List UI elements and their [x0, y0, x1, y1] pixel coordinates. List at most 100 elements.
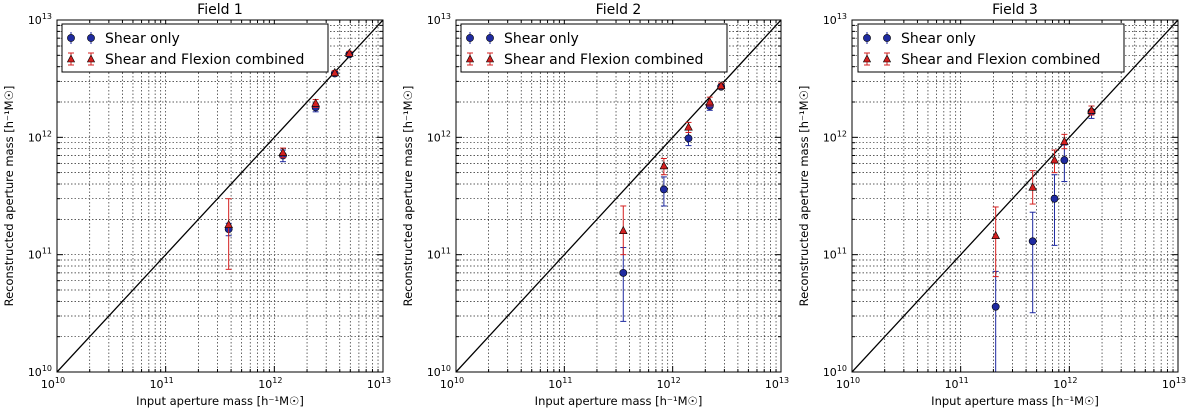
ticks: [851, 19, 1179, 373]
tick-base: 10: [823, 366, 837, 379]
tick-base: 10: [823, 14, 837, 27]
tick-exponent: 13: [1176, 376, 1186, 385]
tick-base: 10: [427, 366, 441, 379]
legend-marker-triangle: [66, 54, 76, 63]
x-tick-label: 1012: [1053, 376, 1077, 391]
legend-marker-triangle: [86, 54, 96, 63]
legend: Shear only Shear and Flexion combined: [61, 23, 329, 73]
chart-title: Field 3: [992, 2, 1038, 18]
y-tick-label: 1011: [427, 247, 451, 262]
tick-exponent: 13: [779, 376, 789, 385]
y-axis-label: Reconstructed aperture mass [h⁻¹M☉]: [797, 86, 811, 307]
tick-exponent: 10: [42, 364, 52, 373]
tick-exponent: 13: [441, 12, 451, 21]
identity-line: [852, 20, 1178, 372]
tick-exponent: 12: [837, 129, 847, 138]
data-point-circle: [660, 185, 668, 194]
data-point-triangle: [991, 230, 1000, 240]
tick-exponent: 12: [42, 129, 52, 138]
tick-base: 10: [945, 378, 959, 391]
tick-base: 10: [657, 378, 671, 391]
legend-marker-circle: [87, 34, 95, 42]
legend-marker-triangle: [465, 54, 475, 63]
tick-base: 10: [367, 378, 381, 391]
y-tick-label: 1013: [823, 12, 847, 27]
data-point-triangle: [1050, 155, 1059, 164]
tick-base: 10: [150, 378, 164, 391]
x-axis-label: Input aperture mass [h⁻¹M☉]: [535, 394, 703, 408]
y-axis-label: Reconstructed aperture mass [h⁻¹M☉]: [2, 86, 16, 307]
tick-base: 10: [28, 249, 42, 262]
legend-box: [61, 23, 329, 73]
tick-exponent: 11: [42, 247, 52, 256]
legend-box: [460, 23, 728, 73]
tick-base: 10: [823, 131, 837, 144]
ticks: [56, 19, 384, 373]
x-tick-label: 1013: [367, 376, 391, 391]
axes-frame: [851, 19, 1179, 373]
legend-label-shear: Shear only: [504, 31, 579, 47]
x-tick-label: 1012: [657, 376, 681, 391]
reference-line-group: [57, 20, 383, 372]
series-shear-flexion: [618, 80, 726, 256]
legend-marker-circle: [883, 34, 891, 42]
series-shear-flexion: [224, 48, 354, 270]
tick-base: 10: [836, 378, 850, 391]
legend-marker-triangle: [862, 54, 872, 63]
reference-line-group: [456, 20, 781, 372]
tick-exponent: 11: [959, 376, 969, 385]
tick-base: 10: [427, 131, 441, 144]
legend-label-shear: Shear only: [105, 31, 180, 47]
y-tick-label: 1010: [427, 364, 451, 379]
grid: [57, 20, 383, 372]
identity-line: [456, 20, 781, 372]
tick-base: 10: [28, 14, 42, 27]
data-point-circle: [1050, 194, 1059, 203]
data-point-circle: [1028, 237, 1037, 246]
legend-marker-triangle: [882, 54, 892, 63]
legend-marker-circle: [863, 34, 871, 42]
x-tick-label: 1013: [765, 376, 789, 391]
data-point-triangle: [1087, 105, 1096, 114]
legend-marker-circle: [466, 34, 474, 42]
ticks: [455, 19, 782, 373]
data-point-triangle: [345, 48, 354, 57]
data-point-triangle: [311, 98, 320, 107]
x-tick-label: 1011: [945, 376, 969, 391]
data-point-triangle: [330, 67, 340, 77]
tick-exponent: 11: [562, 376, 572, 385]
x-tick-label: 1010: [440, 376, 464, 391]
data-point-circle: [991, 302, 1000, 311]
identity-line: [57, 20, 383, 372]
tick-exponent: 11: [441, 247, 451, 256]
y-tick-label: 1010: [823, 364, 847, 379]
tick-exponent: 13: [837, 12, 847, 21]
tick-exponent: 12: [1067, 376, 1077, 385]
tick-base: 10: [258, 378, 272, 391]
tick-exponent: 11: [837, 247, 847, 256]
legend: Shear only Shear and Flexion combined: [460, 23, 728, 73]
legend-box: [857, 23, 1125, 73]
x-tick-label: 1011: [150, 376, 174, 391]
tick-base: 10: [765, 378, 779, 391]
data-point-triangle: [684, 122, 693, 131]
tick-exponent: 12: [671, 376, 681, 385]
data-point-triangle: [1060, 136, 1069, 145]
y-tick-label: 1010: [28, 364, 52, 379]
legend-label-shear: Shear only: [901, 31, 976, 47]
reference-line-group: [852, 20, 1178, 372]
tick-exponent: 11: [164, 376, 174, 385]
tick-base: 10: [823, 249, 837, 262]
tick-base: 10: [28, 131, 42, 144]
y-tick-label: 1012: [28, 129, 52, 144]
data-point-circle: [684, 134, 693, 143]
legend-label-flexion: Shear and Flexion combined: [105, 52, 304, 68]
y-tick-label: 1013: [427, 12, 451, 27]
x-axis-label: Input aperture mass [h⁻¹M☉]: [136, 394, 304, 408]
chart-title: Field 2: [596, 2, 642, 18]
tick-exponent: 10: [837, 364, 847, 373]
legend-marker-circle: [67, 34, 75, 42]
y-tick-label: 1011: [28, 247, 52, 262]
tick-exponent: 13: [42, 12, 52, 21]
